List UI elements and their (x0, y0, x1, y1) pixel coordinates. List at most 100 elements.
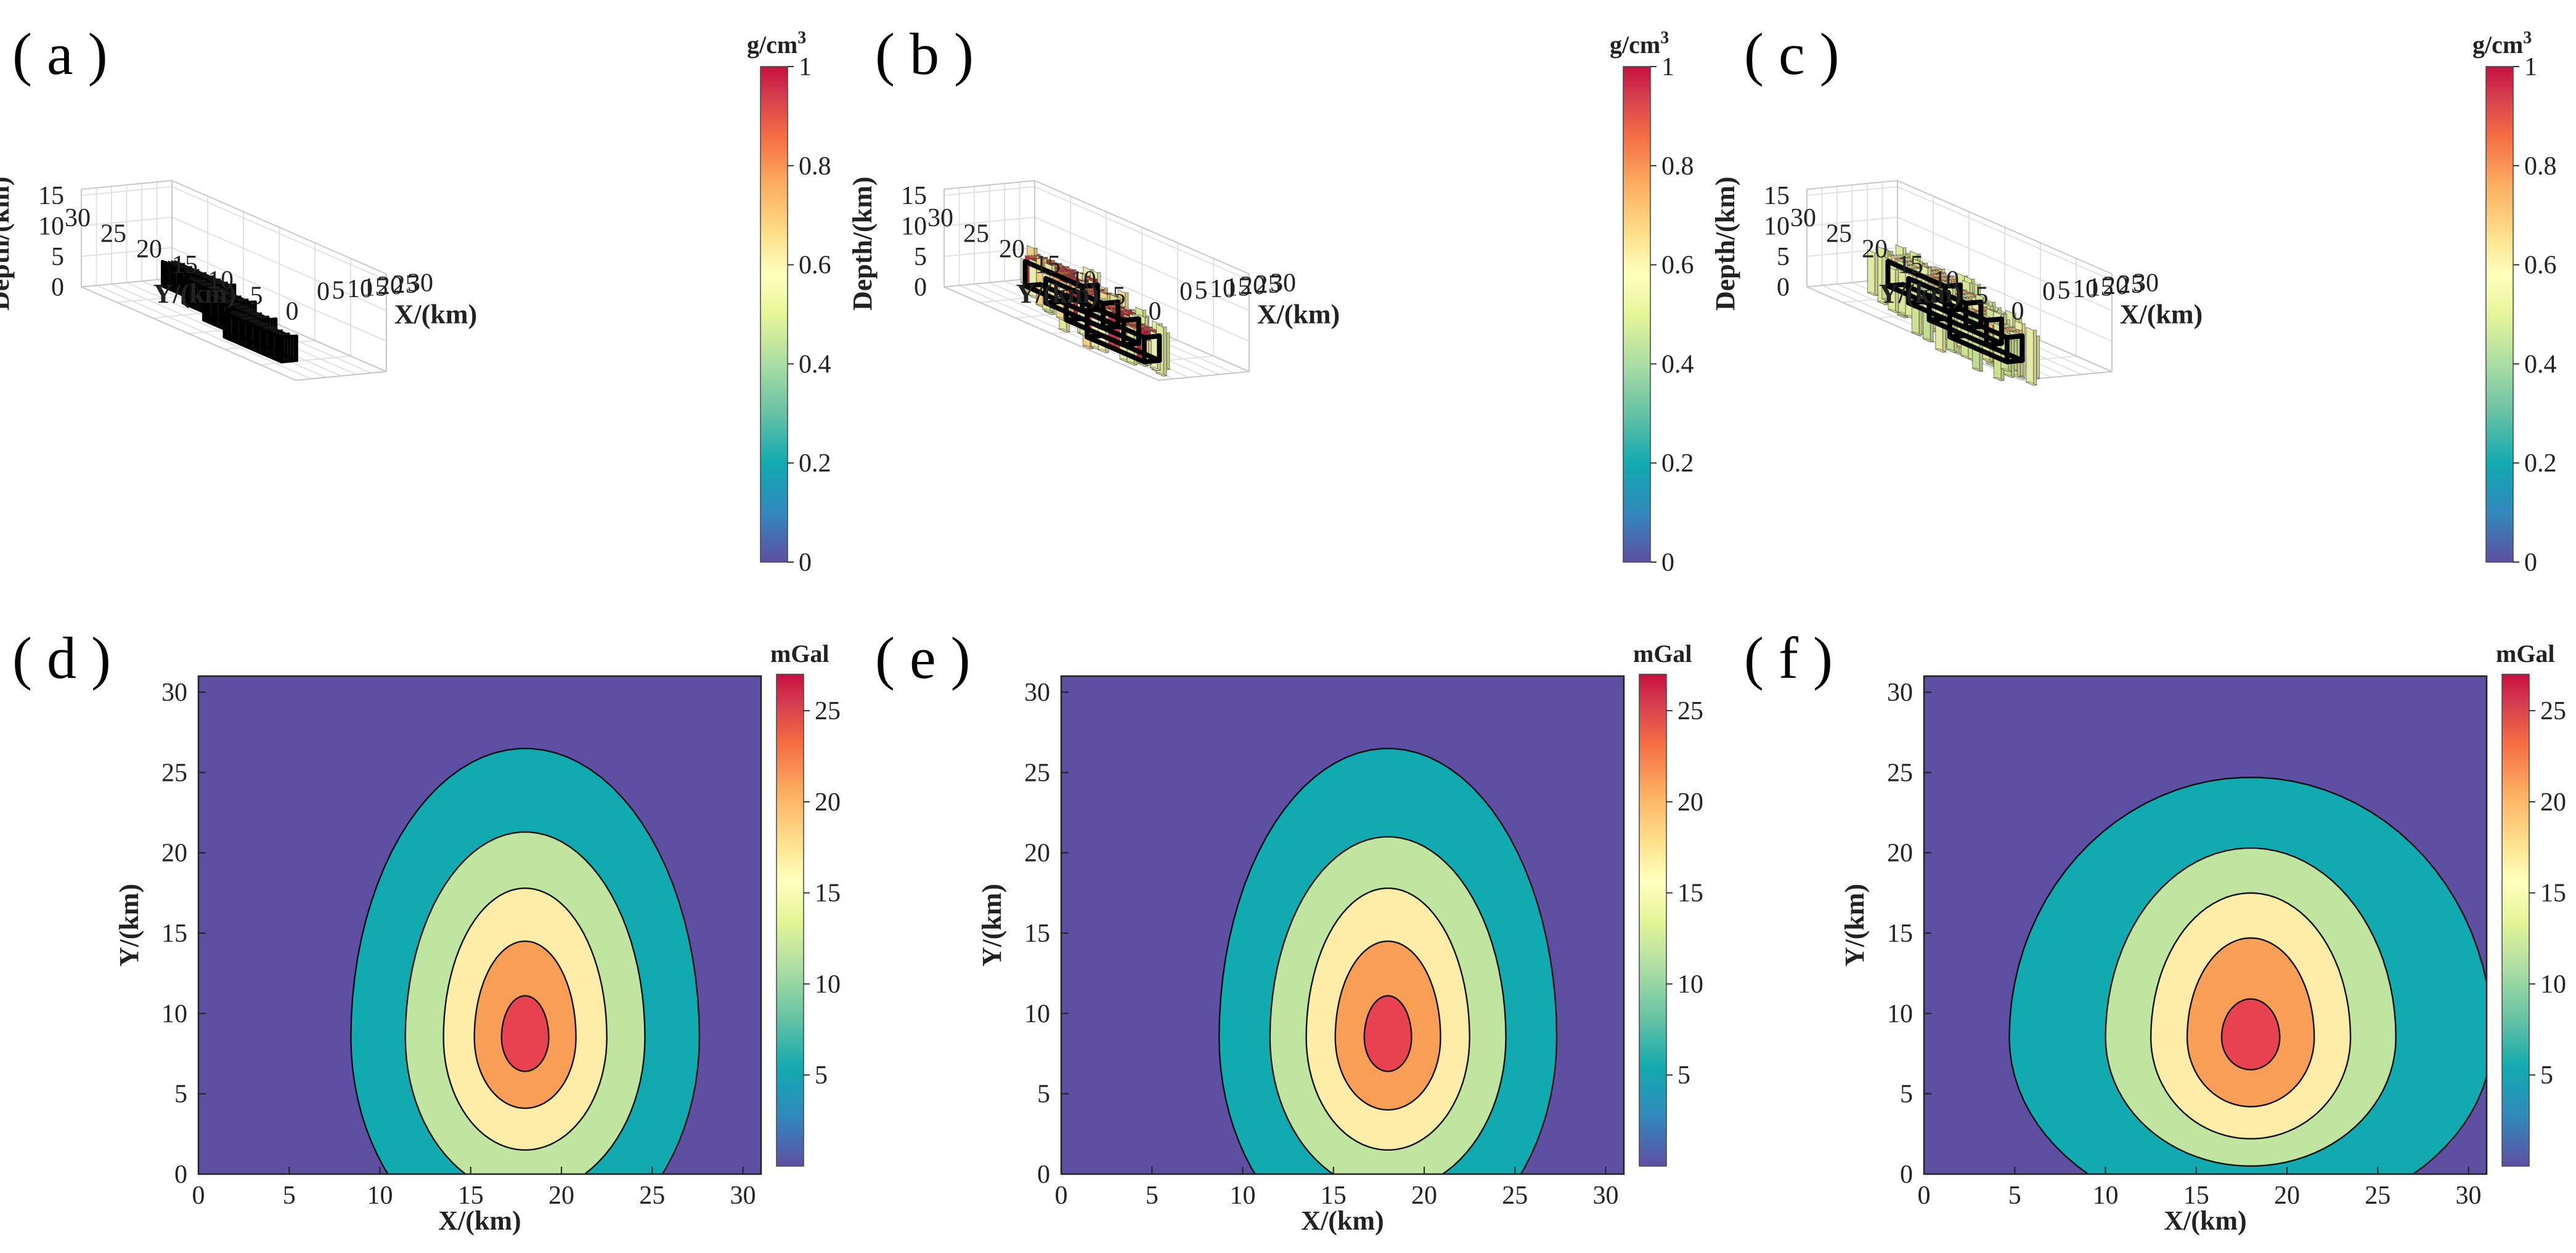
colorbar-gravity-scale (1639, 674, 1667, 1167)
voxel-face (2024, 381, 2038, 386)
voxel-face (2033, 329, 2037, 386)
y-tick-label: 30 (1887, 679, 1913, 707)
contour-fills (350, 748, 701, 1174)
x-tick-label: 0 (1180, 278, 1192, 306)
x-tick-label: 20 (377, 272, 403, 300)
panel-label-c: ( c ) (1744, 21, 1840, 87)
y-tick-label: 30 (927, 204, 953, 232)
axis-edge (81, 180, 173, 190)
colorbar-tick-label: 15 (2540, 880, 2566, 908)
x-tick-label: 0 (192, 1182, 205, 1210)
x-tick-label: 10 (2093, 1182, 2119, 1210)
y-axis-title: Y/(km) (1016, 279, 1099, 309)
colorbar-density-scale (2485, 66, 2514, 563)
y-tick-label: 20 (1862, 235, 1888, 264)
colorbar-title-sup: 3 (1660, 28, 1669, 47)
axis-edge (1806, 180, 1898, 190)
gridline (81, 186, 173, 196)
voxel-face (1149, 366, 1162, 371)
x-tick-label: 0 (317, 278, 330, 306)
y-tick-label: 15 (1897, 251, 1923, 279)
x-tick-label: 15 (1321, 1182, 1347, 1210)
x-tick-label: 25 (2365, 1182, 2391, 1210)
panel-d: 0 5 10 15 20 25 30 0 5 10 15 20 25 30 X/(km) Y/(km) 25 20… (114, 640, 841, 1236)
voxel-group (161, 259, 298, 364)
gridline (81, 247, 173, 257)
x-tick-label: 5 (2008, 1182, 2021, 1210)
colorbar-title: mGal (2496, 640, 2555, 667)
gridline (171, 216, 387, 311)
y-tick-label: 5 (1113, 282, 1126, 310)
z-tick-label: 15 (901, 182, 927, 210)
voxel-face (1923, 338, 1935, 343)
z-tick-label: 5 (1777, 243, 1790, 271)
axis-edge (295, 370, 387, 381)
y-tick-label: 25 (1887, 759, 1913, 787)
x-tick-label: 5 (1195, 276, 1208, 304)
gridline (1897, 186, 2113, 281)
x-tick-label: 15 (1225, 274, 1251, 302)
colorbar-title: g/cm3 (2472, 28, 2532, 59)
colorbar-title-base: g/cm (747, 31, 797, 59)
colorbar-tick-label: 10 (815, 970, 841, 998)
colorbar-tick-label: 0.8 (2524, 152, 2557, 181)
colorbar-title-sup: 3 (2523, 28, 2532, 47)
gridline (944, 247, 1035, 257)
colorbar-tick-label: 1 (1661, 53, 1674, 81)
true-model-outline (1885, 259, 1948, 289)
y-tick-label: 20 (999, 235, 1025, 264)
gridline (1806, 186, 1898, 196)
gridline (1897, 247, 2113, 342)
true-model-outline (238, 300, 257, 305)
colorbar-tick-label: 0.6 (799, 251, 831, 280)
x-tick-label: 30 (2456, 1182, 2482, 1210)
y-tick-label: 10 (1933, 266, 1959, 295)
true-model-outline (1043, 300, 1106, 330)
x-axis-title: X/(km) (1301, 1206, 1384, 1236)
colorbar-tick-label: 0 (799, 549, 812, 577)
y-tick-label: 25 (1024, 759, 1050, 787)
true-model-outline (2004, 333, 2025, 340)
colorbar-gravity-scale (2501, 674, 2530, 1167)
true-model-outline (1064, 317, 1127, 348)
colorbar-tick-label: 10 (1677, 970, 1703, 998)
x-tick-label: 20 (1411, 1182, 1437, 1210)
y-tick-label: 15 (161, 920, 187, 948)
voxel-face (1888, 309, 1900, 313)
x-tick-label: 5 (1146, 1182, 1159, 1210)
y-tick-label: 0 (2011, 298, 2024, 326)
x-tick-label: 20 (2103, 272, 2129, 300)
voxel-face (1163, 326, 1167, 377)
contour-level-25 (1363, 995, 1412, 1072)
panel-label-f: ( f ) (1744, 625, 1833, 691)
axis-edge (944, 286, 1159, 381)
colorbar-tick-label: 20 (2540, 788, 2566, 817)
x-tick-label: 15 (2088, 274, 2114, 302)
gridline (944, 216, 1035, 227)
y-tick-label: 15 (1035, 251, 1061, 279)
y-tick-label: 0 (1149, 298, 1162, 326)
axis-edge (1034, 180, 1250, 275)
colorbar-tick-label: 20 (1677, 788, 1703, 817)
axis-edge (81, 277, 173, 288)
x-tick-label: 20 (548, 1182, 574, 1210)
voxel-face (1910, 332, 1923, 336)
true-model-outline (1901, 282, 1963, 312)
y-tick-label: 25 (963, 219, 989, 248)
y-tick-label: 5 (174, 1080, 187, 1109)
true-model-outline (259, 317, 278, 322)
colorbar-title: mGal (1633, 640, 1692, 667)
x-tick-label: 30 (1593, 1182, 1619, 1210)
contour-level-25 (500, 995, 550, 1072)
true-model-outline (1885, 283, 1948, 314)
y-tick-label: 5 (1900, 1080, 1913, 1109)
z-tick-label: 10 (901, 213, 927, 241)
colorbar-density-scale (1623, 66, 1651, 563)
voxel-face (1867, 292, 1880, 296)
voxel-face (1897, 314, 1909, 319)
true-model-outlines (1885, 259, 2025, 365)
colorbar-tick-label: 10 (2540, 970, 2566, 998)
axis-edge (944, 277, 1035, 288)
y-tick-label: 30 (161, 679, 187, 707)
